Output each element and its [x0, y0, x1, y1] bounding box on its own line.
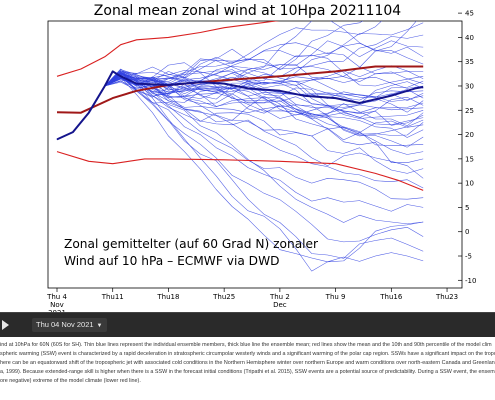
chevron-down-icon: ▼	[96, 323, 103, 329]
ensemble-member-line	[56, 74, 424, 148]
ensemble-member-line	[56, 80, 424, 163]
ensemble-member-line	[56, 81, 424, 140]
y-tick-label: 0	[465, 228, 469, 236]
y-tick-label: 35	[465, 58, 474, 66]
ensemble-member-line	[56, 76, 424, 155]
x-tick-label: Thu16	[379, 293, 403, 301]
x-tick-label: Thu 2 Dec	[269, 293, 290, 309]
caption-line: ore negative) extreme of the model clima…	[0, 378, 141, 384]
ensemble-member-line	[56, 74, 424, 272]
y-tick-label: 15	[465, 155, 474, 163]
chart-panel: Zonal mean zonal wind at 10Hpa 20211104 …	[46, 3, 477, 312]
y-tick-label: 25	[465, 107, 474, 115]
climate-p10-line	[56, 151, 424, 191]
ensemble-member-line	[56, 69, 424, 189]
play-button[interactable]	[2, 320, 9, 330]
y-tick-label: 40	[465, 34, 474, 42]
date-select-value: Thu 04 Nov 2021	[36, 320, 94, 329]
y-tick-label: 45	[465, 10, 474, 18]
y-tick-label: 5	[465, 204, 469, 212]
ensemble-member-line	[56, 78, 424, 140]
annotation-text: Wind auf 10 hPa – ECMWF via DWD	[64, 254, 280, 268]
caption-line: spheric warming (SSW) event is character…	[0, 351, 495, 357]
x-tick-label: Thu18	[156, 293, 179, 301]
caption: ind at 10hPa for 60N (60S for SH). Thin …	[0, 341, 495, 400]
ensemble-mean-line	[56, 70, 424, 141]
caption-line: ind at 10hPa for 60N (60S for SH). Thin …	[0, 342, 492, 348]
y-tick-label: 20	[465, 131, 474, 139]
y-tick-label: 10	[465, 180, 474, 188]
ensemble-member-line	[56, 68, 424, 140]
caption-line: a, 1999). Because extended-range skill i…	[0, 369, 495, 375]
ensemble-member-line	[56, 77, 424, 174]
ensemble-member-line	[56, 75, 424, 200]
ensemble-member-line	[56, 75, 424, 243]
date-select[interactable]: Thu 04 Nov 2021 ▼	[32, 318, 107, 332]
y-tick-label: -5	[465, 253, 472, 261]
x-tick-label: Thu23	[435, 293, 458, 301]
caption-line: here can be an equatorward shift of the …	[0, 360, 495, 366]
ensemble-member-line	[56, 76, 424, 263]
ensemble-member-line	[56, 69, 424, 140]
chart-title: Zonal mean zonal wind at 10Hpa 20211104	[93, 3, 402, 19]
date-toolbar: Thu 04 Nov 2021 ▼	[0, 312, 495, 337]
x-tick-label: Thu 9	[325, 293, 346, 301]
y-tick-label: 30	[465, 82, 474, 90]
y-tick-label: -10	[465, 277, 476, 285]
x-tick-label: Thu25	[212, 293, 235, 301]
wind-chart: -10-505101520253035404550Thu 4Nov2021Thu…	[46, 10, 476, 312]
annotation-text: Zonal gemittelter (auf 60 Grad N) zonale…	[64, 237, 319, 251]
climate-p90-line	[56, 21, 280, 77]
x-tick-label: Thu11	[101, 293, 124, 301]
